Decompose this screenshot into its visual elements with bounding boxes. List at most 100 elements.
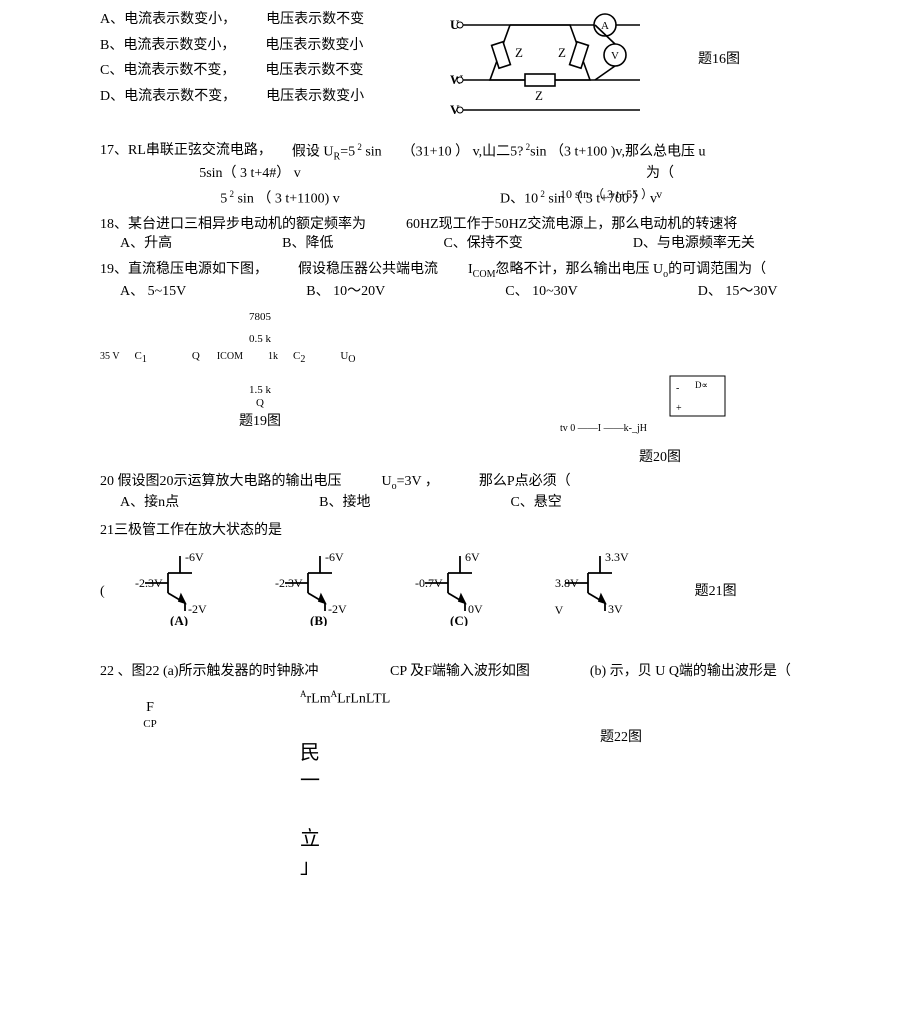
q22-r3: 立 <box>300 825 500 853</box>
q19-uo: UO <box>340 350 355 366</box>
q16-circuit: U W V A V Z Z Z <box>440 10 660 130</box>
q21-stem: 21三极管工作在放大状态的是 <box>100 521 880 541</box>
svg-text:(B): (B) <box>310 613 327 626</box>
q16-z3: Z <box>535 88 543 103</box>
q17-dr-over: 10 sin （ 3 t+55 ） v <box>560 186 662 203</box>
q21-paren: ( <box>100 582 105 602</box>
q19-a: A、 5~15V <box>120 282 186 302</box>
svg-text:3.8V: 3.8V <box>555 576 579 590</box>
svg-text:-2.3V: -2.3V <box>275 576 303 590</box>
q19-v35: 35 V <box>100 351 120 363</box>
q18-a: A、升高 <box>120 234 172 254</box>
q19-stem1: 19、直流稳压电源如下图， <box>100 260 268 280</box>
q19-stemR: ICOM忽略不计，那么输出电压 Uo的可调范围为（ <box>468 260 766 282</box>
q17-mid2: 为（ <box>440 164 880 184</box>
transistor: -6V -2.3V -2V (A) <box>135 551 225 633</box>
page: A、电流表示数变小， 电压表示数不变 B、电流表示数变小， 电压表示数变小 C、电流… <box>0 0 920 1011</box>
q21: 21三极管工作在放大状态的是 ( -6V -2.3V -2V (A) -6V <box>100 521 880 632</box>
q19-fig: 7805 0.5 k 35 V C1 Q ICOM 1kC2 UO 1.5 k … <box>100 311 360 431</box>
q22-r1: 民 <box>300 739 500 767</box>
q17-dr: D、10 2 sin （ 3 t+700 ） v 10 sin （ 3 t+55… <box>500 188 880 209</box>
q22-fig-label: 题22图 <box>600 728 750 748</box>
q16-z1: Z <box>515 45 523 60</box>
svg-text:3V: 3V <box>608 602 623 616</box>
q17-stem-l: 17、RL串联正弦交流电路， <box>100 141 272 161</box>
q22-col-M: ArLmALrLnLTL 民 一 立 」 <box>300 688 500 881</box>
q16-a1: A、电流表示数变小， <box>100 12 236 27</box>
q19: 19、直流稳压电源如下图， 假设稳压器公共端电流 ICOM忽略不计，那么输出电压… <box>100 260 880 301</box>
q22-col-L: F CP <box>100 688 200 733</box>
q22-stem2: CP 及F端输入波形如图 <box>390 662 530 682</box>
q17-mid1: 5sin（ 3 t+4#） v <box>100 164 400 184</box>
q19-reg: 7805 <box>160 311 360 324</box>
q20-b: B、接地 <box>319 493 370 513</box>
svg-text:6V: 6V <box>465 551 480 564</box>
q19-c: C、 10~30V <box>505 282 578 302</box>
svg-text:-: - <box>676 383 679 394</box>
q19-fig-label: 题19图 <box>160 414 360 431</box>
svg-text:-2V: -2V <box>328 602 347 616</box>
svg-text:(C): (C) <box>450 613 468 626</box>
transistor: -6V -2.3V -2V (B) <box>275 551 365 633</box>
q19-q1: Q <box>192 350 200 363</box>
q20-c: C、悬空 <box>510 493 561 513</box>
q19-d: D、 15～30V <box>698 282 778 302</box>
q17-bl: 5 2 sin （ 3 t+1100) v <box>100 188 460 209</box>
svg-text:tv 0 ——I ——k-_jH: tv 0 ——I ——k-_jH <box>560 423 647 434</box>
svg-text:+: + <box>676 403 682 414</box>
q22-F: F <box>100 698 200 718</box>
q19-r2: 1.5 k <box>160 384 360 397</box>
q17-stem-m: 假设 UR=5 2 sin <box>292 141 382 164</box>
q20-fig: - + D∝ tv 0 ——I ——k-_jH 题20图 <box>560 311 760 467</box>
q19-icom: ICOM <box>217 351 243 363</box>
q18-d: D、与电源频率无关 <box>633 234 755 254</box>
q20-stem1: 20 假设图20示运算放大电路的输出电压 <box>100 472 342 492</box>
q16-z2: Z <box>558 45 566 60</box>
q16-b2: 电压表示数变小 <box>265 38 363 53</box>
q16-row: A、电流表示数变小， 电压表示数不变 B、电流表示数变小， 电压表示数变小 C、电流… <box>100 10 880 137</box>
svg-text:3.3V: 3.3V <box>605 551 629 564</box>
q18-c: C、保持不变 <box>443 234 522 254</box>
q19-c2: C2 <box>293 350 305 366</box>
q22-mid: ArLmALrLnLTL <box>300 688 500 709</box>
q17-stem-r: （31+10 ） v,山二5? 2sin （3 t+100 )v,那么总电压 u <box>402 141 880 162</box>
q20-a: A、接n点 <box>120 493 179 513</box>
q22: 22 、图22 (a)所示触发器的时钟脉冲 CP 及F端输入波形如图 (b) 示… <box>100 662 880 881</box>
q17: 17、RL串联正弦交流电路， 假设 UR=5 2 sin （31+10 ） v,… <box>100 141 880 209</box>
q16-a2: 电压表示数不变 <box>266 12 364 27</box>
q16-fig-label: 题16图 <box>698 50 740 70</box>
transistor: 6V -0.7V 0V (C) <box>415 551 505 633</box>
voltmeter-icon: V <box>611 50 619 62</box>
q19-tk: 1k <box>268 351 278 363</box>
q20-fig-label: 题20图 <box>560 448 760 468</box>
q19-q2: Q <box>160 397 360 410</box>
q22-r2: 一 <box>300 767 500 795</box>
q21-fig-label: 题21图 <box>695 582 737 602</box>
svg-text:D∝: D∝ <box>695 380 708 390</box>
q18: 18、某台进口三相异步电动机的额定频率为 60HZ现工作于50HZ交流电源上，那… <box>100 215 880 254</box>
q16-d1: D、电流表示数不变， <box>100 89 236 104</box>
svg-text:(A): (A) <box>170 613 188 626</box>
q22-stem1: 22 、图22 (a)所示触发器的时钟脉冲 <box>100 662 330 682</box>
q20-u: Uo=3V ， <box>382 472 439 494</box>
q19-c1: C1 <box>135 350 147 366</box>
q20-opamp: - + D∝ tv 0 ——I ——k-_jH <box>560 371 740 441</box>
svg-text:-2V: -2V <box>188 602 207 616</box>
q16-fig-wrap: U W V A V Z Z Z 题16图 <box>440 10 700 137</box>
q22-CP: CP <box>100 717 200 732</box>
q16-c1: C、电流表示数不变， <box>100 63 235 78</box>
q19-b: B、 10～20V <box>306 282 385 302</box>
transistor: 3.3V 3.8V 3V V <box>555 551 645 619</box>
q19-stem2: 假设稳压器公共端电流 <box>298 260 438 280</box>
svg-text:-6V: -6V <box>185 551 204 564</box>
svg-text:-6V: -6V <box>325 551 344 564</box>
q20: 20 假设图20示运算放大电路的输出电压 Uo=3V ， 那么P点必须（ A、接… <box>100 472 880 513</box>
svg-text:0V: 0V <box>468 602 483 616</box>
q16-b1: B、电流表示数变小， <box>100 38 235 53</box>
q22-r4: 」 <box>300 853 500 881</box>
q20-stemR: 那么P点必须（ <box>479 472 571 492</box>
q18-b: B、降低 <box>282 234 333 254</box>
q16-opts: A、电流表示数变小， 电压表示数不变 B、电流表示数变小， 电压表示数变小 C、电流… <box>100 10 400 112</box>
q21-transistors: -6V -2.3V -2V (A) -6V -2.3V -2V (B) 6V - <box>135 551 645 633</box>
q19-r1: 0.5 k <box>160 333 360 346</box>
